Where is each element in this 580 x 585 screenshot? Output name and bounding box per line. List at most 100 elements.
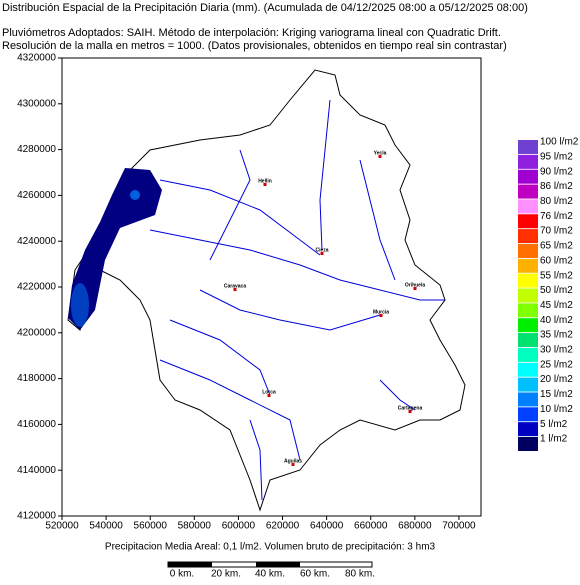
legend-swatch — [518, 333, 538, 348]
legend-label: 76 l/m2 — [540, 211, 573, 222]
legend-label: 25 l/m2 — [540, 359, 573, 370]
legend-label: 15 l/m2 — [540, 389, 573, 400]
city-label: Cartagena — [398, 405, 423, 411]
precip-area — [68, 168, 162, 330]
city-label: Cieza — [315, 247, 328, 253]
city-marker — [320, 252, 324, 255]
legend-swatch — [518, 392, 538, 407]
city-label: Yecla — [374, 150, 387, 156]
legend-label: 40 l/m2 — [540, 315, 573, 326]
legend-label: 95 l/m2 — [540, 151, 573, 162]
scale-label: 0 km. — [170, 569, 194, 580]
y-tick-label: 4140000 — [17, 465, 56, 476]
rivers — [149, 99, 445, 501]
legend-label: 100 l/m2 — [540, 137, 579, 148]
precip-area — [130, 190, 140, 200]
legend-label: 86 l/m2 — [540, 181, 573, 192]
y-tick-label: 4220000 — [17, 282, 56, 293]
y-tick-label: 4160000 — [17, 419, 56, 430]
legend-swatch — [518, 229, 538, 244]
legend-label: 30 l/m2 — [540, 345, 573, 356]
scale-label: 20 km. — [211, 569, 241, 580]
scale-segment — [168, 562, 212, 567]
city-marker — [267, 394, 271, 397]
legend-label: 35 l/m2 — [540, 330, 573, 341]
x-tick-label: 640000 — [310, 521, 344, 532]
legend-label: 60 l/m2 — [540, 255, 573, 266]
x-tick-label: 580000 — [178, 521, 212, 532]
legend-swatch — [518, 243, 538, 258]
cities: Yecla Hellin Cieza Caravaca Orihuela Murcia Lo… — [224, 150, 425, 466]
subtitle: Pluviómetros Adoptados: SAIH. Método de … — [2, 27, 501, 39]
x-tick-label: 680000 — [398, 521, 432, 532]
y-tick-label: 4200000 — [17, 327, 56, 338]
legend-label: 70 l/m2 — [540, 226, 573, 237]
x-tick-label: 560000 — [134, 521, 168, 532]
x-tick-label: 620000 — [266, 521, 300, 532]
legend-swatch — [518, 184, 538, 199]
city-label: Lorca — [262, 389, 276, 395]
scale-label: 40 km. — [255, 569, 285, 580]
x-tick-label: 660000 — [354, 521, 388, 532]
city-marker — [379, 314, 383, 317]
legend-swatch — [518, 318, 538, 333]
legend-swatch — [518, 437, 538, 451]
y-tick-label: 4320000 — [17, 53, 56, 64]
legend-label: 45 l/m2 — [540, 300, 573, 311]
y-tick-label: 4300000 — [17, 98, 56, 109]
legend-label: 10 l/m2 — [540, 404, 573, 415]
city-label: Orihuela — [405, 282, 426, 288]
legend-swatch — [518, 154, 538, 169]
legend-swatch — [518, 377, 538, 392]
y-tick-label: 4240000 — [17, 236, 56, 247]
footer: Precipitacion Media Areal: 0,1 l/m2. Vol… — [105, 542, 436, 553]
subtitle: Resolución de la malla en metros = 1000.… — [2, 40, 507, 52]
city-label: Aguilas — [284, 458, 302, 464]
legend-swatch — [518, 303, 538, 318]
city-label: Hellin — [258, 178, 272, 184]
x-tick-label: 520000 — [45, 521, 79, 532]
x-tick-label: 700000 — [442, 521, 476, 532]
city-label: Murcia — [373, 309, 389, 315]
city-marker — [291, 463, 295, 466]
city-marker — [408, 410, 412, 413]
legend-swatch — [518, 214, 538, 229]
legend-swatch — [518, 258, 538, 273]
precip-area — [71, 283, 89, 327]
basin-outline — [67, 69, 466, 512]
legend-swatch — [518, 407, 538, 422]
legend-label: 5 l/m2 — [540, 419, 568, 430]
city-marker — [378, 155, 382, 158]
legend-label: 20 l/m2 — [540, 374, 573, 385]
title: Distribución Espacial de la Precipitació… — [2, 2, 528, 14]
legend-swatch — [518, 362, 538, 377]
scale-bar — [167, 561, 373, 568]
legend-label: 50 l/m2 — [540, 285, 573, 296]
legend-label: 1 l/m2 — [540, 434, 568, 445]
legend-swatch — [518, 273, 538, 288]
city-marker — [413, 287, 417, 290]
legend-swatch — [518, 169, 538, 184]
city-label: Caravaca — [224, 283, 246, 289]
legend-swatch — [518, 288, 538, 303]
legend-swatch — [518, 140, 538, 154]
x-tick-label: 540000 — [89, 521, 123, 532]
y-tick-label: 4180000 — [17, 373, 56, 384]
legend-label: 55 l/m2 — [540, 270, 573, 281]
legend-label: 65 l/m2 — [540, 241, 573, 252]
legend-label: 90 l/m2 — [540, 166, 573, 177]
y-tick-label: 4260000 — [17, 190, 56, 201]
legend-swatch — [518, 199, 538, 214]
city-marker — [263, 183, 267, 186]
y-tick-label: 4280000 — [17, 144, 56, 155]
legend: 100 l/m2 95 l/m2 90 l/m2 86 l/m2 80 l/m2 76 l… — [518, 137, 579, 451]
scale-label: 60 km. — [300, 569, 330, 580]
legend-swatch — [518, 422, 538, 437]
legend-label: 80 l/m2 — [540, 196, 573, 207]
city-marker — [233, 288, 237, 291]
y-tick-label: 4120000 — [17, 511, 56, 522]
x-tick-label: 600000 — [222, 521, 256, 532]
scale-segment — [256, 562, 300, 567]
scale-label: 80 km. — [345, 569, 375, 580]
